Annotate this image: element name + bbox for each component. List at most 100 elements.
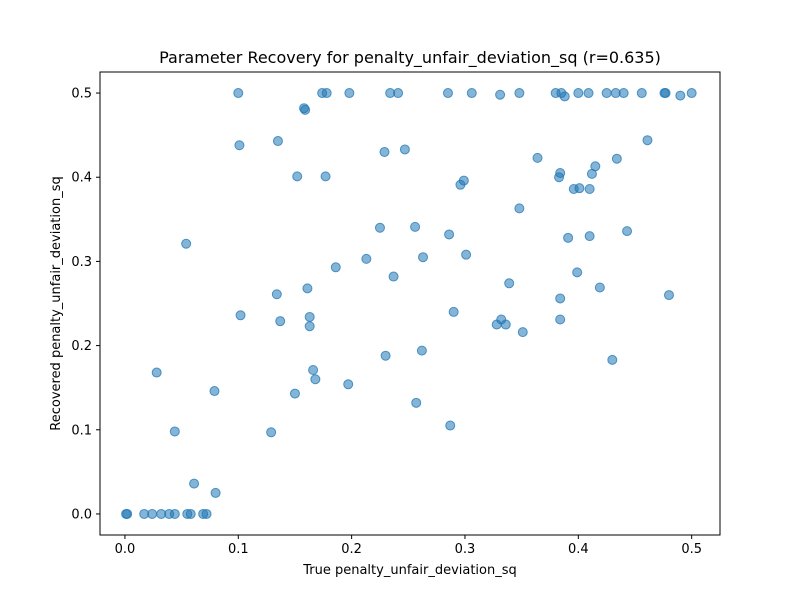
data-point (563, 232, 574, 243)
data-point (308, 365, 319, 375)
data-point (594, 282, 605, 293)
data-point (410, 221, 421, 232)
data-point (418, 252, 429, 263)
data-point (416, 345, 427, 356)
x-tick-label: 0.3 (455, 542, 476, 557)
points-layer (121, 88, 697, 519)
data-point (532, 152, 543, 163)
data-point (601, 88, 612, 99)
y-tick-label: 0.5 (71, 87, 92, 102)
data-point (607, 354, 618, 365)
data-point (584, 184, 595, 195)
x-tick-label: 0.4 (568, 542, 589, 557)
data-point (517, 327, 528, 338)
x-tick-label: 0.5 (681, 542, 702, 557)
x-axis: 0.0 0.1 0.2 0.3 0.4 0.5 (115, 535, 702, 557)
data-point (573, 88, 584, 99)
x-tick-label: 0.0 (115, 542, 136, 557)
data-point (399, 144, 410, 155)
data-point (555, 293, 566, 304)
data-point (275, 316, 286, 327)
plot-frame (99, 71, 721, 536)
data-point (304, 311, 315, 322)
data-point (122, 508, 133, 519)
data-point (361, 253, 372, 264)
data-point (555, 168, 566, 179)
x-tick-label: 0.2 (341, 542, 362, 557)
data-point (302, 283, 313, 294)
data-point (310, 374, 321, 385)
data-point (271, 289, 282, 300)
data-point (169, 508, 180, 519)
data-point (209, 386, 220, 397)
data-point (320, 171, 331, 182)
data-point (272, 136, 283, 147)
data-point (169, 426, 180, 437)
data-point (495, 89, 506, 100)
data-point (584, 231, 595, 242)
y-tick-label: 0.2 (71, 339, 92, 354)
data-point (442, 88, 453, 99)
data-point (189, 478, 200, 489)
data-point (514, 203, 525, 214)
data-point (321, 88, 332, 99)
data-point (388, 271, 399, 282)
data-point (466, 88, 477, 99)
data-point (343, 379, 354, 390)
data-point (574, 183, 585, 194)
data-point (445, 420, 456, 431)
data-point (555, 314, 566, 325)
data-point (675, 90, 686, 101)
data-point (461, 249, 472, 260)
y-tick-label: 0.4 (71, 171, 92, 186)
data-point (411, 397, 422, 408)
data-point (622, 226, 633, 237)
data-point (234, 140, 245, 151)
data-point (185, 508, 196, 519)
data-point (330, 262, 341, 273)
y-tick-label: 0.0 (71, 507, 92, 522)
y-axis-label: Recovered penalty_unfair_deviation_sq (49, 176, 64, 430)
x-tick-label: 0.1 (228, 542, 249, 557)
data-point (266, 427, 277, 438)
data-point (151, 367, 162, 378)
data-point (583, 88, 594, 99)
data-point (504, 278, 515, 289)
data-point (636, 88, 647, 99)
data-point (686, 88, 697, 99)
data-point (611, 153, 622, 164)
data-point (292, 171, 303, 182)
data-point (572, 267, 583, 278)
y-axis: 0.0 0.1 0.2 0.3 0.4 0.5 (71, 87, 100, 522)
data-point (380, 350, 391, 361)
data-point (210, 487, 221, 498)
data-point (559, 91, 570, 102)
data-point (300, 104, 311, 115)
data-point (235, 310, 246, 321)
data-point (147, 508, 158, 519)
data-point (590, 161, 601, 172)
data-point (514, 88, 525, 99)
data-point (181, 238, 192, 249)
data-point (374, 222, 385, 233)
data-point (201, 508, 212, 519)
y-tick-label: 0.3 (71, 255, 92, 270)
data-point (663, 290, 674, 301)
data-point (379, 146, 390, 157)
data-point (458, 175, 469, 186)
data-point (642, 135, 653, 146)
data-point (344, 88, 355, 99)
data-point (448, 306, 459, 317)
data-point (393, 88, 404, 99)
data-point (289, 388, 300, 399)
x-axis-label: True penalty_unfair_deviation_sq (302, 563, 517, 578)
data-point (233, 88, 244, 99)
data-point (660, 88, 671, 99)
data-point (304, 321, 315, 332)
y-tick-label: 0.1 (71, 423, 92, 438)
data-point (500, 319, 511, 330)
data-point (618, 88, 629, 99)
chart-title: Parameter Recovery for penalty_unfair_de… (159, 48, 661, 68)
